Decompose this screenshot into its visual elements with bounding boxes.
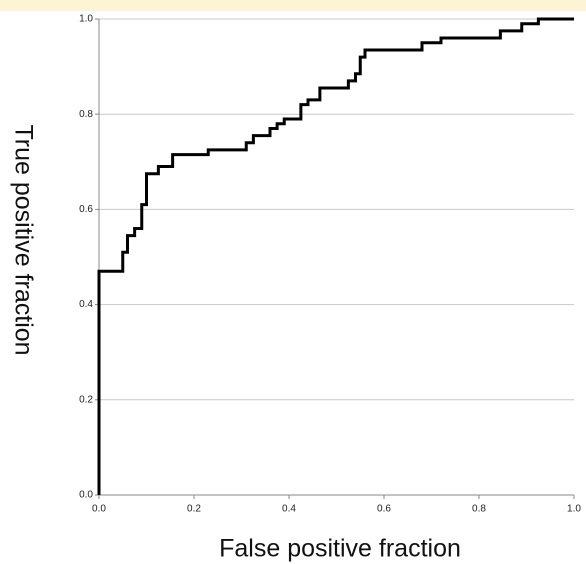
- top-strip: [0, 0, 586, 11]
- y-tick-label: 0.0: [79, 490, 93, 501]
- y-axis-title: True positive fraction: [9, 124, 37, 355]
- x-axis-title: False positive fraction: [219, 535, 461, 563]
- roc-curve: [97, 17, 574, 495]
- x-tick-label: 0.0: [92, 504, 106, 515]
- y-tick-label: 0.6: [79, 204, 93, 215]
- y-tick-label: 0.2: [79, 394, 93, 405]
- x-tick-label: 1.0: [567, 504, 581, 515]
- y-tick-label: 1.0: [79, 14, 93, 25]
- y-tick-label: 0.4: [79, 299, 93, 310]
- y-tick-label: 0.8: [79, 109, 93, 120]
- x-tick-label: 0.6: [377, 504, 391, 515]
- x-tick-label: 0.2: [187, 504, 201, 515]
- x-tick-label: 0.4: [282, 504, 296, 515]
- x-tick-label: 0.8: [472, 504, 486, 515]
